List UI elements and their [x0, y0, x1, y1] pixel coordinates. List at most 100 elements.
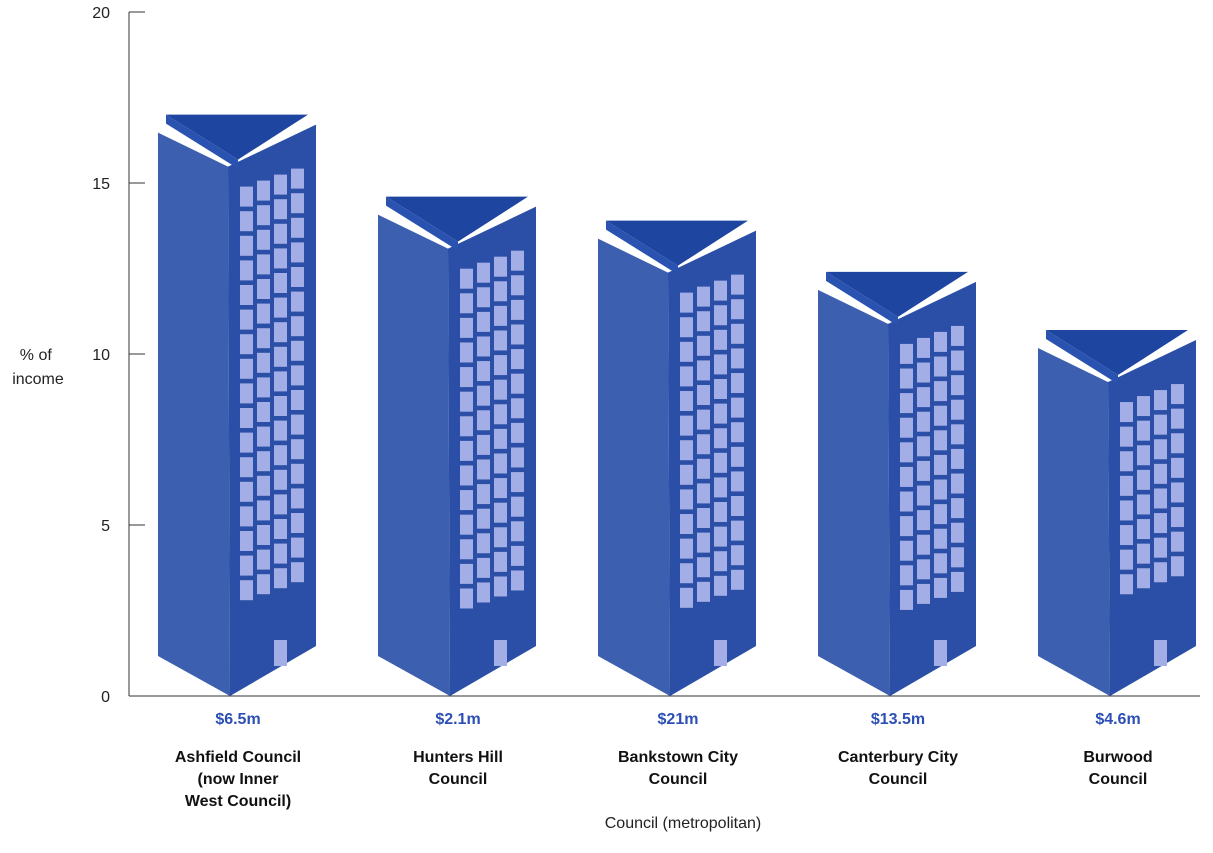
bar-window — [511, 447, 524, 468]
bar-window — [477, 557, 490, 578]
y-tick-label: 5 — [101, 518, 110, 535]
bar-value-label: $13.5m — [871, 711, 925, 728]
bar-window — [240, 309, 253, 330]
bar-window — [697, 532, 710, 553]
bar-window — [494, 256, 507, 277]
bar-window — [680, 464, 693, 485]
bar-window — [460, 391, 473, 412]
bar-window — [511, 324, 524, 345]
bar-window — [291, 267, 304, 287]
bar-window — [477, 336, 490, 357]
bar-window — [494, 305, 507, 326]
bar-door — [714, 640, 727, 666]
bar-window — [274, 420, 287, 441]
bar-window — [291, 316, 304, 337]
bar-window — [900, 565, 913, 586]
bar-window — [240, 580, 253, 601]
bar-window — [697, 286, 710, 307]
bar-door — [934, 640, 947, 666]
bar-window — [1137, 494, 1150, 515]
bar-window — [1154, 390, 1167, 411]
bar-window — [680, 366, 693, 387]
bar-window — [1120, 475, 1133, 496]
bar-roof-edge — [606, 220, 678, 275]
bar-building — [158, 114, 316, 697]
category-label-line: Canterbury City — [838, 749, 958, 766]
bar-window — [240, 211, 253, 232]
bar-window — [460, 342, 473, 363]
bar-window — [951, 424, 964, 445]
bar-window — [511, 275, 524, 296]
bar-window — [511, 398, 524, 419]
bar-window — [731, 545, 744, 566]
bar-window — [714, 477, 727, 498]
bar-window — [291, 340, 304, 361]
bar-window — [697, 581, 710, 602]
bar-window — [494, 478, 507, 499]
bar-window — [1171, 507, 1184, 528]
bar-building — [1038, 330, 1196, 696]
category-label-line: Council — [869, 771, 928, 788]
bar-window — [697, 311, 710, 332]
bar-window — [697, 483, 710, 504]
category-label-line: Hunters Hill — [413, 749, 503, 766]
bar-window — [257, 352, 270, 373]
bar-window — [900, 442, 913, 463]
bar-window — [240, 457, 253, 478]
bar-window — [714, 452, 727, 473]
bar-window — [917, 460, 930, 481]
bar-window — [900, 368, 913, 389]
bar-window — [460, 539, 473, 560]
bar-window — [274, 248, 287, 269]
bar-window — [1120, 402, 1133, 423]
bar-window — [680, 317, 693, 338]
bar-window — [1137, 420, 1150, 441]
bar-window — [257, 254, 270, 275]
bar-value-label: $6.5m — [215, 711, 260, 728]
bar-window — [274, 223, 287, 244]
bar-window — [460, 440, 473, 461]
bar-window — [680, 415, 693, 436]
bar-window — [714, 428, 727, 449]
bar-window — [460, 317, 473, 338]
bars — [158, 114, 1196, 697]
bar-window — [1171, 433, 1184, 454]
bar-window — [257, 500, 270, 521]
bar-window — [477, 361, 490, 382]
bar-window — [274, 543, 287, 564]
category-label-line: Ashfield Council — [175, 749, 301, 766]
bar-window — [257, 180, 270, 201]
bar-window — [240, 432, 253, 453]
bar-window — [511, 521, 524, 542]
bar-window — [917, 559, 930, 580]
bar-window — [714, 354, 727, 375]
bar-window — [494, 281, 507, 302]
bar-window — [511, 349, 524, 370]
category-label: Ashfield Council (now Inner West Council) — [175, 749, 301, 810]
bar-window — [714, 379, 727, 400]
bar-window — [257, 377, 270, 398]
bar-window — [291, 513, 304, 533]
bar-window — [951, 547, 964, 568]
bar-window — [1171, 482, 1184, 503]
bar-window — [731, 299, 744, 320]
bar-window — [511, 496, 524, 517]
bar-window — [291, 390, 304, 410]
bar-window — [934, 528, 947, 549]
bar-window — [274, 469, 287, 490]
bar-window — [951, 571, 964, 592]
bar-window — [731, 520, 744, 541]
bar-window — [731, 569, 744, 590]
bar-window — [257, 426, 270, 447]
bar-window — [460, 563, 473, 584]
category-label-line: (now Inner — [198, 771, 279, 788]
bar-window — [240, 186, 253, 207]
bar-window — [477, 262, 490, 283]
bar-window — [291, 488, 304, 509]
bar-window — [934, 553, 947, 574]
bar-window — [731, 471, 744, 492]
bar-window — [477, 484, 490, 505]
bar-window — [714, 526, 727, 547]
bar-window — [900, 417, 913, 438]
bar-window — [494, 502, 507, 523]
